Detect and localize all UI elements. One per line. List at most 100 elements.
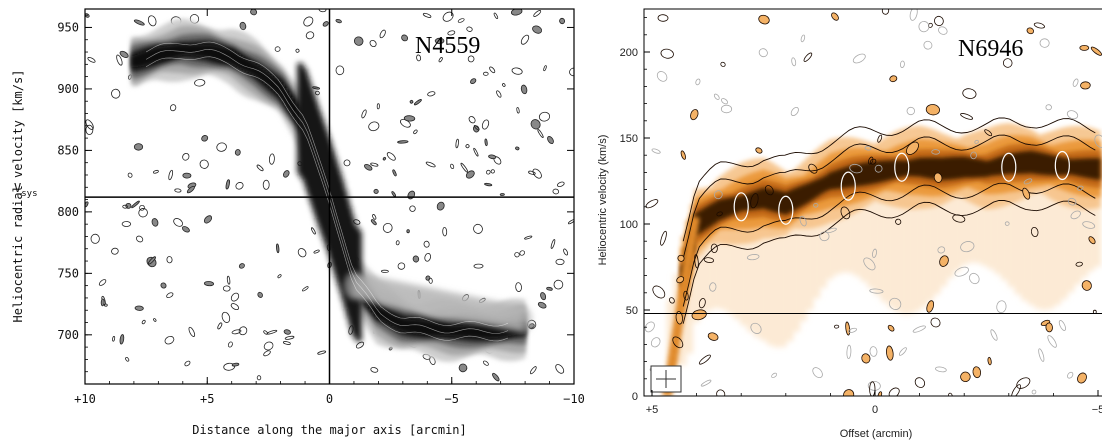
n4559-noise-blob <box>363 164 373 171</box>
n4559-noise-blob <box>305 31 315 40</box>
n6946-emission-cell <box>1028 134 1035 306</box>
n6946-noise-blob <box>912 325 926 333</box>
n6946-noise-blob <box>1023 178 1033 185</box>
n6946-noise-blob <box>716 211 723 217</box>
n4559-noise-blob <box>235 182 244 190</box>
n4559-noise-blob <box>216 142 227 152</box>
n4559-noise-blob <box>226 275 231 285</box>
n4559-noise-blob <box>169 104 177 112</box>
n6946-emission-cell <box>885 160 891 181</box>
n4559-noise-blob <box>473 223 483 234</box>
n4559-panel: N4559 +10 +5 0 −5 −10 700 750 800 850 900 950 Vsy… <box>11 8 585 437</box>
n4559-noise-blob <box>166 292 174 299</box>
n4559-noise-blob <box>335 65 345 76</box>
n4559-noise-blob <box>90 233 100 244</box>
n6946-noise-blob <box>918 21 930 33</box>
n6946-noise-blob <box>1045 104 1052 111</box>
n6946-emission-cell <box>733 177 740 320</box>
n4559-noise-blob <box>540 292 547 301</box>
n6946-noise-blob <box>1039 38 1050 48</box>
n6946-noise-blob <box>700 379 712 387</box>
n4559-noise-blob <box>465 144 470 149</box>
n6946-emission-cell <box>693 196 700 323</box>
n6946-emission-cell <box>1041 136 1048 311</box>
n4559-noise-blob <box>537 301 547 309</box>
n6946-noise-blob <box>698 298 706 309</box>
n6946-emission-cell <box>805 183 811 203</box>
n6946-noise-blob <box>764 185 774 196</box>
n4559-noise-blob <box>182 152 190 161</box>
n6946-emission-cell <box>1021 135 1028 301</box>
n6946-noise-blob <box>869 346 878 357</box>
n4559-panel-title: N4559 <box>415 33 480 59</box>
n6946-emission-cell <box>671 334 682 341</box>
n6946-emission-cell <box>666 299 673 366</box>
n6946-noise-blob <box>935 366 947 373</box>
n6946-emission-cell <box>675 306 686 314</box>
n4559-noise-blob <box>447 30 456 36</box>
n6946-emission-cell <box>743 194 749 211</box>
n6946-peak-contour <box>778 195 794 225</box>
n6946-emission-cell <box>1082 158 1088 178</box>
n4559-noise-blob <box>122 204 128 209</box>
n4559-noise-blob <box>473 147 479 157</box>
n6946-x-tick-label: +5 <box>646 404 659 416</box>
n4559-noise-blob <box>148 256 156 265</box>
n4559-noise-blob <box>141 319 146 325</box>
n6946-emission-cell <box>734 196 740 214</box>
n4559-noise-blob <box>413 129 418 135</box>
n6946-noise-blob <box>703 257 715 263</box>
n6946-emission-cell <box>947 140 954 278</box>
n4559-noise-blob <box>382 222 393 233</box>
n6946-emission-cell <box>796 186 802 208</box>
n4559-noise-blob <box>284 335 295 340</box>
n6946-noise-blob <box>713 190 723 200</box>
n6946-emission-cell <box>970 158 976 178</box>
n4559-noise-blob <box>353 36 364 46</box>
n4559-noise-blob <box>465 170 475 179</box>
n6946-panel: N6946 +5 0 −5 0 50 100 150 200 Offset (arcmin)… <box>597 8 1102 440</box>
n4559-noise-blob <box>355 341 365 349</box>
n6946-noise-blob <box>849 163 863 174</box>
n4559-noise-blob <box>263 350 271 357</box>
n6946-noise-blob <box>750 322 762 334</box>
n4559-noise-blob <box>567 219 574 225</box>
n4559-emission-cell <box>512 305 533 334</box>
n6946-emission-cell <box>676 299 687 307</box>
n6946-noise-blob <box>847 327 858 333</box>
n6946-emission-cell <box>681 265 692 273</box>
n4559-noise-blob <box>460 162 469 173</box>
n4559-noise-blob <box>238 263 245 269</box>
n6946-emission-cell <box>926 157 932 179</box>
n4559-noise-blob <box>511 67 523 75</box>
n4559-noise-blob <box>530 119 541 130</box>
n6946-noise-blob <box>652 285 666 299</box>
n4559-noise-blob <box>395 240 400 246</box>
n4559-noise-blob <box>119 50 129 58</box>
n4559-noise-blob <box>256 164 264 172</box>
n6946-noise-blob <box>864 145 872 151</box>
n6946-emission-cell <box>1001 155 1007 175</box>
n6946-noise-blob <box>710 243 718 253</box>
n4559-noise-blob <box>489 66 496 74</box>
n4559-noise-blob <box>483 360 489 366</box>
n6946-peak-contour <box>733 192 749 222</box>
n4559-noise-blob <box>386 152 396 161</box>
n4559-noise-blob <box>473 263 484 269</box>
n6946-emission-cell <box>992 158 998 176</box>
n6946-emission-cell <box>930 157 936 180</box>
n4559-x-tick-label: 0 <box>326 392 333 406</box>
n4559-noise-blob <box>87 57 96 63</box>
n4559-noise-blob <box>370 219 377 226</box>
n6946-noise-blob <box>1094 134 1102 148</box>
n6946-noise-blob <box>899 60 905 68</box>
n6946-emission-cell <box>677 292 688 300</box>
n6946-emission-cell <box>854 163 860 187</box>
n6946-emission-cell <box>818 177 824 194</box>
n6946-emission-cell <box>670 340 681 348</box>
n6946-noise-blob <box>1075 261 1083 267</box>
n6946-emission-cell <box>827 172 833 190</box>
n6946-emission-cell <box>679 279 690 286</box>
n6946-emission-cell <box>954 140 961 271</box>
